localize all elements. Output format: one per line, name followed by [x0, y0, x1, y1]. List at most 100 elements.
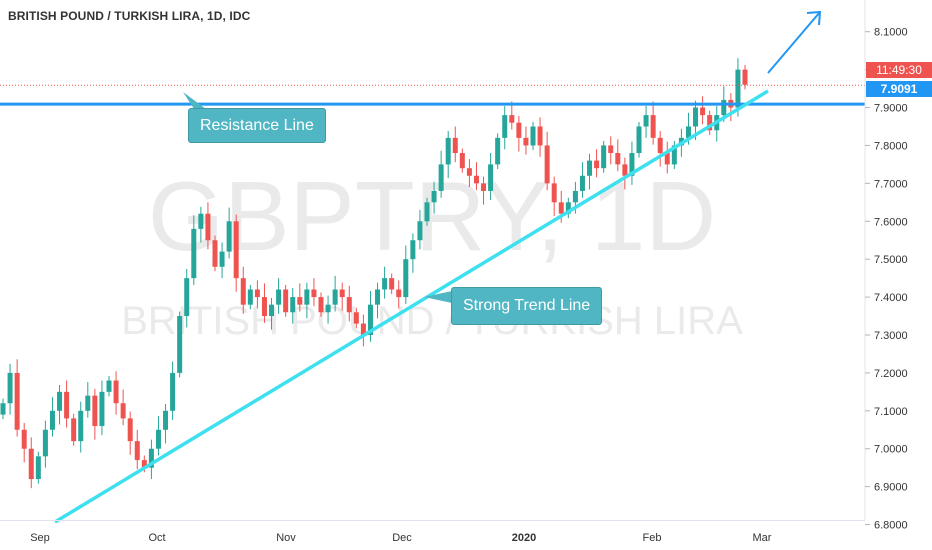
countdown-price-tag: 11:49:30	[866, 62, 932, 78]
candle-body	[466, 168, 472, 176]
candle-body	[403, 259, 409, 298]
candle-body	[544, 145, 550, 184]
candle-body	[396, 289, 402, 298]
price-tick-label: 7.2000	[874, 368, 908, 380]
candle-body	[551, 183, 557, 203]
candle-body	[488, 164, 494, 191]
candle-body	[113, 380, 119, 404]
candle-body	[85, 395, 91, 411]
candle-body	[693, 107, 699, 127]
candle-body	[530, 126, 536, 146]
time-tick-label: Feb	[643, 532, 662, 544]
candle-body	[14, 372, 20, 430]
candle-body	[594, 160, 600, 169]
candle-body	[587, 160, 593, 176]
candle-body	[99, 391, 105, 426]
candle-body	[78, 410, 84, 442]
candle-body	[473, 175, 479, 184]
candle-body	[346, 297, 352, 313]
candle-body	[417, 221, 423, 241]
price-tick-label: 7.3000	[874, 330, 908, 342]
candle-body	[367, 304, 373, 335]
chart-title: BRITISH POUND / TURKISH LIRA, 1D, IDC	[8, 9, 251, 23]
candle-body	[601, 145, 607, 169]
price-tick-label: 7.6000	[874, 216, 908, 228]
candle-body	[7, 372, 13, 404]
trend-callout-pointer	[424, 291, 452, 303]
candle-body	[657, 137, 663, 154]
arrow-icon	[767, 10, 822, 74]
candle-body	[572, 190, 578, 203]
price-tick-label: 7.7000	[874, 178, 908, 190]
candle-body	[155, 429, 161, 449]
candle-body	[389, 278, 395, 290]
candle-body	[290, 297, 296, 313]
candle-body	[141, 460, 147, 468]
resistance-line-label: Resistance Line	[188, 108, 326, 143]
candle-body	[120, 403, 126, 419]
candle-body	[170, 372, 176, 411]
candle-body	[276, 289, 282, 305]
candle-body	[509, 115, 515, 123]
candle-body	[21, 429, 27, 449]
candle-body	[459, 153, 465, 169]
candle-body	[198, 213, 204, 229]
candle-body	[297, 297, 303, 305]
candle-body	[608, 145, 614, 154]
candle-body	[212, 240, 218, 267]
price-tick-label: 7.0000	[874, 444, 908, 456]
candle-body	[325, 304, 331, 313]
price-tick-label: 7.4000	[874, 292, 908, 304]
candle-body	[261, 297, 267, 317]
price-tick-label: 6.9000	[874, 482, 908, 494]
candle-body	[177, 316, 183, 373]
trend-line[interactable]	[54, 89, 769, 524]
candle-body	[134, 441, 140, 461]
time-tick-label: 2020	[512, 532, 536, 544]
resistance-price-tag: 7.9091	[866, 81, 932, 97]
candle-body	[318, 297, 324, 313]
candle-body	[558, 202, 564, 214]
candle-body	[375, 289, 381, 305]
candle-body	[205, 213, 211, 241]
candle-body	[721, 99, 727, 116]
candle-body	[445, 137, 451, 165]
candle-body	[35, 456, 41, 480]
candle-body	[410, 240, 416, 260]
candles-group	[0, 58, 748, 489]
resistance-callout-pointer	[183, 92, 210, 112]
candle-body	[28, 448, 34, 480]
candle-body	[311, 289, 317, 298]
candle-body	[579, 175, 585, 191]
candle-body	[438, 164, 444, 191]
candle-body	[42, 429, 48, 457]
candle-body	[431, 190, 437, 203]
candle-body	[0, 403, 6, 415]
candle-body	[360, 323, 366, 335]
candle-body	[353, 312, 359, 324]
candle-body	[685, 126, 691, 138]
candle-body	[148, 448, 154, 468]
candle-body	[219, 251, 225, 267]
candle-body	[643, 115, 649, 127]
time-axis[interactable]: Sep Oct Nov Dec 2020 Feb Mar	[30, 532, 772, 544]
candle-body	[622, 164, 628, 176]
candle-body	[163, 410, 169, 430]
time-tick-label: Nov	[276, 532, 296, 544]
price-tick-label: 6.8000	[874, 520, 908, 532]
candle-body	[707, 115, 713, 131]
candle-body	[106, 380, 112, 392]
candle-body	[339, 289, 345, 298]
candle-body	[269, 304, 275, 317]
candle-body	[382, 278, 388, 290]
candle-body	[127, 418, 133, 442]
trend-line-label: Strong Trend Line	[451, 287, 603, 325]
time-tick-label: Mar	[753, 532, 772, 544]
candle-body	[452, 137, 458, 154]
candle-body	[636, 126, 642, 154]
candle-body	[226, 221, 232, 252]
candle-body	[523, 137, 529, 146]
watermark-name: BRITISH POUND / TURKISH LIRA	[121, 299, 743, 343]
price-tick-label: 7.1000	[874, 406, 908, 418]
